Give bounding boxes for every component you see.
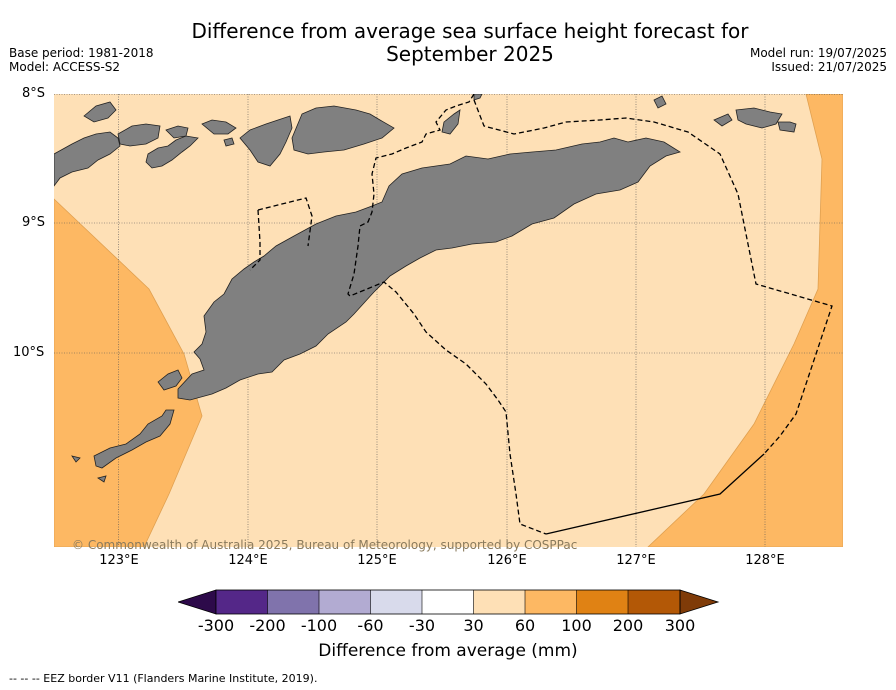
- rote-island: [93, 409, 175, 469]
- base-period: Base period: 1981-2018: [9, 46, 154, 60]
- issued-date: Issued: 21/07/2025: [771, 60, 887, 74]
- flores-east: [54, 131, 121, 187]
- lon-label-127e: 127°E: [616, 553, 656, 568]
- colorbar-tick: -30: [408, 616, 436, 635]
- colorbar-tick: -200: [249, 616, 286, 635]
- colorbar-tick: 60: [514, 616, 536, 635]
- eez-border: [249, 94, 833, 535]
- colorbar-extend-min: [178, 589, 217, 615]
- colorbar-tick: 300: [664, 616, 696, 635]
- solor-island: [165, 125, 189, 139]
- meta-left: Base period: 1981-2018 Model: ACCESS-S2: [9, 46, 154, 74]
- small-isle-4: [71, 455, 81, 463]
- colorbar-bin-4: [370, 590, 422, 614]
- lat-label-8s: 8°S: [22, 86, 46, 101]
- colorbar: [178, 589, 720, 615]
- meta-right: Model run: 19/07/2025 Issued: 21/07/2025: [750, 46, 887, 74]
- small-isle-3: [777, 121, 797, 133]
- colorbar-tick: -100: [300, 616, 338, 635]
- ndao-island: [97, 475, 107, 483]
- lat-label-9s: 9°S: [22, 215, 46, 230]
- babar-islands: [713, 113, 733, 127]
- colorbar-title: Difference from average (mm): [318, 641, 578, 661]
- colorbar-tick: -300: [197, 616, 235, 635]
- lon-label-123e: 123°E: [99, 553, 139, 568]
- semau-island: [157, 369, 183, 391]
- damar-island: [653, 95, 667, 109]
- reong-island: [441, 109, 461, 135]
- lon-label-126e: 126°E: [487, 553, 527, 568]
- colorbar-tick: 200: [612, 616, 644, 635]
- colorbar-bin-5: [422, 590, 474, 614]
- small-isle-2: [223, 137, 235, 147]
- lon-label-124e: 124°E: [228, 553, 268, 568]
- lat-label-10s: 10°S: [13, 345, 45, 360]
- model-name: Model: ACCESS-S2: [9, 60, 121, 74]
- colorbar-bin-9: [628, 590, 680, 614]
- title-line-1: Difference from average sea surface heig…: [191, 19, 749, 43]
- lon-label-128e: 128°E: [745, 553, 785, 568]
- colorbar-bin-8: [576, 590, 628, 614]
- colorbar-bin-3: [319, 590, 371, 614]
- title-line-2: September 2025: [386, 42, 554, 66]
- colorbar-bin-7: [525, 590, 577, 614]
- colorbar-bin-2: [267, 590, 319, 614]
- colorbar-bin-1: [216, 590, 268, 614]
- land-masses: [54, 94, 797, 483]
- colorbar-tick: -60: [357, 616, 384, 635]
- anomaly-60-100-west: [54, 198, 203, 547]
- colorbar-dividers: [267, 590, 629, 614]
- colorbar-bin-6: [473, 590, 525, 614]
- anomaly-60-100-east: [647, 94, 843, 547]
- colorbar-outline: [215, 589, 681, 615]
- model-run: Model run: 19/07/2025: [749, 46, 887, 60]
- pantar-island: [145, 135, 199, 169]
- adonara-island: [83, 101, 117, 123]
- timor-island: [177, 137, 681, 401]
- copyright-notice: © Commonwealth of Australia 2025, Bureau…: [72, 538, 578, 552]
- alor-island: [239, 115, 293, 167]
- lembata-island: [117, 123, 161, 147]
- eez-border-solid: [545, 453, 765, 535]
- colorbar-extend-max: [679, 589, 720, 615]
- small-isle-1: [201, 119, 237, 135]
- eez-legend-footer: -- -- -- EEZ border V11 (Flanders Marine…: [9, 672, 318, 685]
- map-panel: [54, 94, 843, 547]
- colorbar-tick: 30: [463, 616, 484, 635]
- sermata-island: [735, 107, 783, 129]
- map-title: Difference from average sea surface heig…: [140, 20, 800, 66]
- lon-label-125e: 125°E: [357, 553, 397, 568]
- wetar-island: [291, 105, 395, 155]
- colorbar-tick: 100: [561, 616, 592, 635]
- romang-island: [473, 94, 483, 101]
